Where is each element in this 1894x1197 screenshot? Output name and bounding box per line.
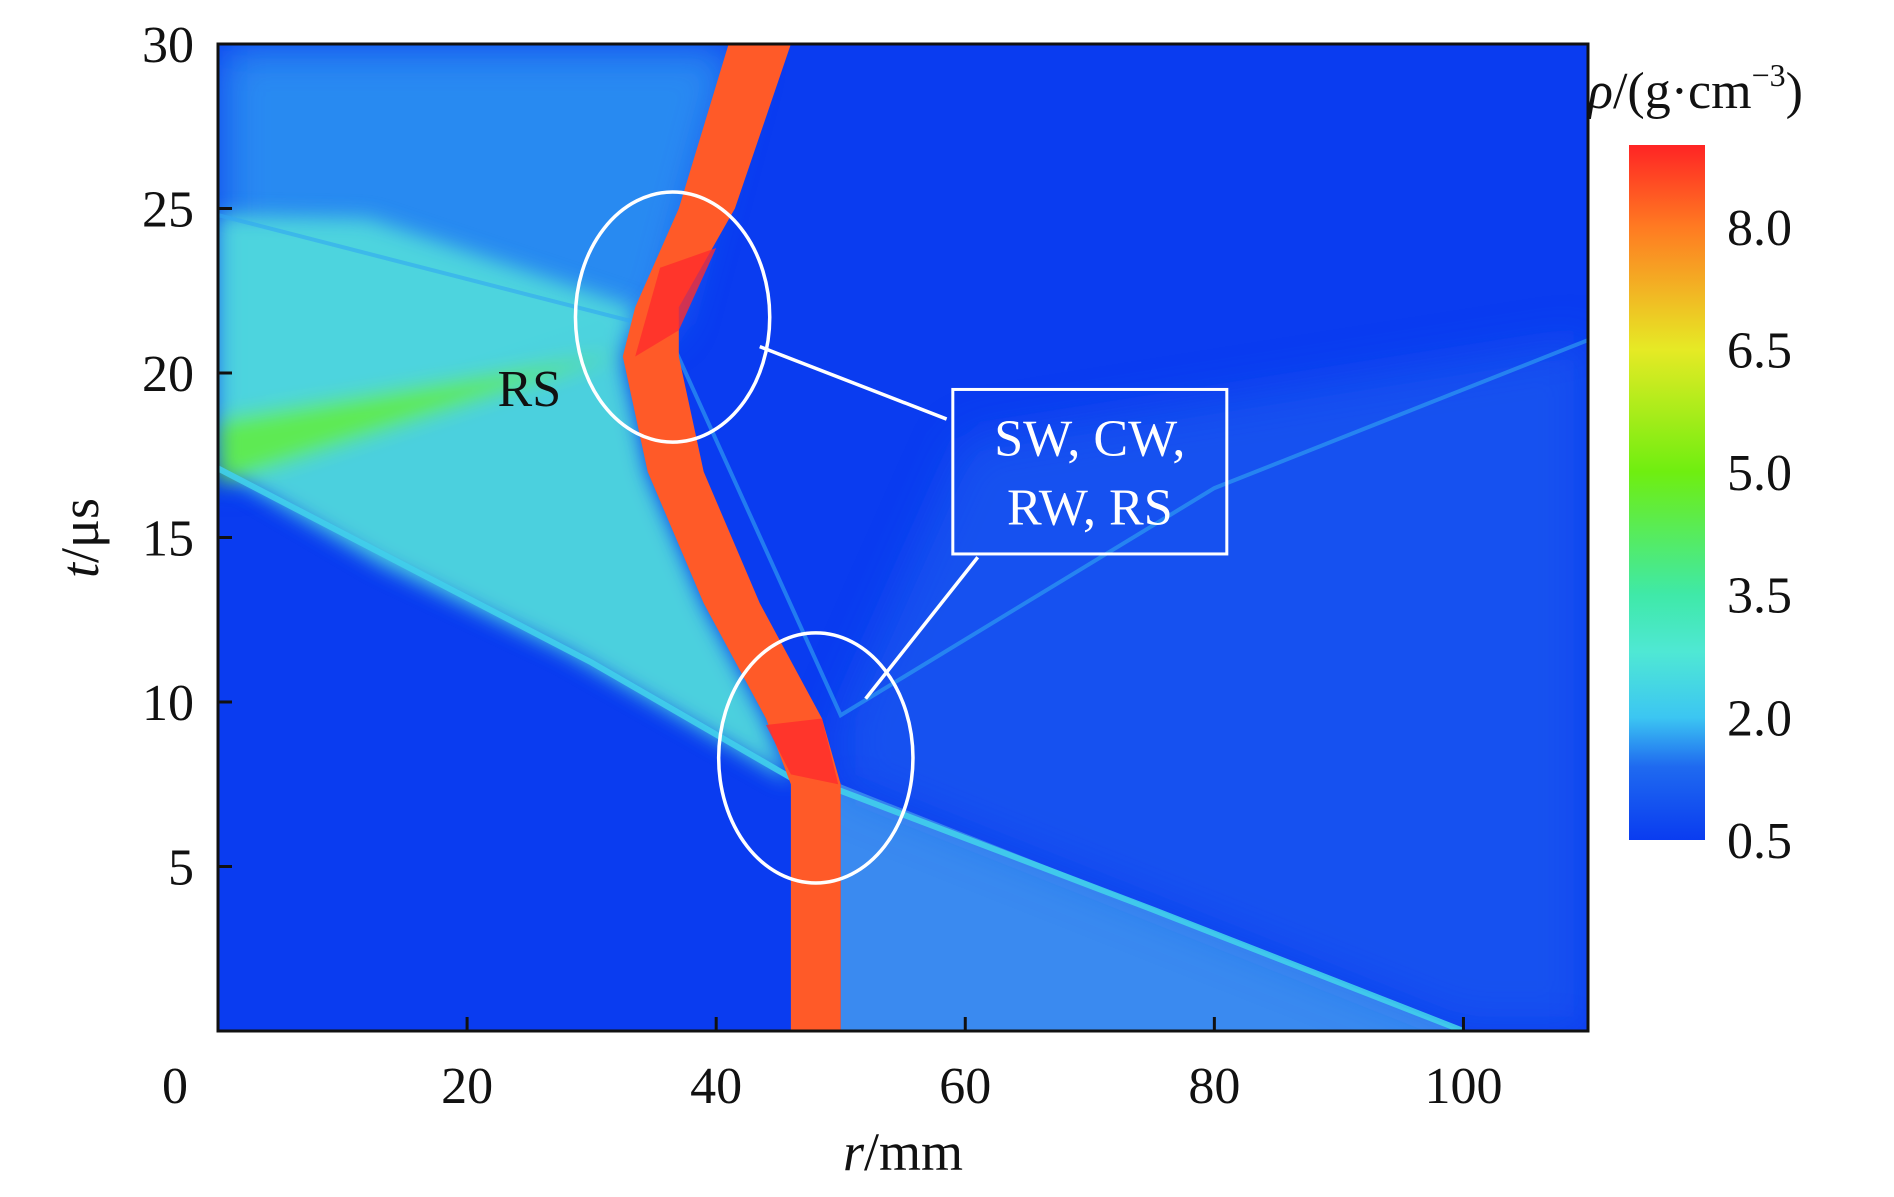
colorbar-tick-label: 6.5 bbox=[1727, 322, 1792, 379]
colorbar-tick-label: 5.0 bbox=[1727, 445, 1792, 502]
colorbar-title-symbol: ρ bbox=[1586, 63, 1613, 120]
colorbar-title-unit: /(g·cm bbox=[1613, 63, 1752, 120]
upper-interaction-ellipse bbox=[573, 190, 772, 444]
callout-line-lower bbox=[864, 556, 980, 700]
colorbar-tick-label: 0.5 bbox=[1727, 813, 1792, 870]
colorbar-title-exponent: −3 bbox=[1752, 57, 1786, 93]
x-axis-symbol: r bbox=[843, 1122, 865, 1182]
x-tick-label: 60 bbox=[939, 1058, 991, 1115]
x-axis-ticks: 0 20 40 60 80 100 bbox=[162, 1017, 1502, 1115]
reflected-shock-line bbox=[218, 213, 1588, 719]
y-tick-label: 20 bbox=[142, 346, 194, 403]
x-tick-label: 20 bbox=[441, 1058, 493, 1115]
y-tick-label: 10 bbox=[142, 675, 194, 732]
liner-hot-spot-lower bbox=[766, 718, 839, 785]
x-tick-label: 0 bbox=[162, 1058, 188, 1115]
compressed-region bbox=[218, 215, 791, 782]
y-tick-label: 5 bbox=[168, 840, 194, 897]
colorbar-tick-label: 2.0 bbox=[1727, 690, 1792, 747]
y-axis-unit: /μs bbox=[50, 498, 110, 563]
annotations: RS SW, CW, RW, RS bbox=[498, 190, 1229, 885]
colorbar: 0.5 2.0 3.5 5.0 6.5 8.0 ρ/(g·cm−3) bbox=[1586, 57, 1803, 870]
x-tick-label: 100 bbox=[1424, 1058, 1502, 1115]
colorbar-title: ρ/(g·cm−3) bbox=[1586, 57, 1803, 120]
x-axis-title: r/mm bbox=[843, 1122, 963, 1182]
colorbar-ramp bbox=[1629, 145, 1705, 840]
y-axis-title: t/μs bbox=[50, 498, 110, 578]
wave-label-line-2: RW, RS bbox=[1007, 479, 1173, 536]
colorbar-tick-label: 3.5 bbox=[1727, 568, 1792, 625]
density-field bbox=[218, 44, 1588, 1031]
y-tick-label: 25 bbox=[142, 182, 194, 239]
y-tick-label: 30 bbox=[142, 17, 194, 74]
colorbar-title-close: ) bbox=[1786, 63, 1803, 120]
y-tick-label: 15 bbox=[142, 511, 194, 568]
liner-hot-spot-upper bbox=[635, 248, 717, 357]
focus-wedge bbox=[218, 353, 623, 485]
callout-line-upper bbox=[759, 345, 948, 421]
y-axis-ticks: 5 10 15 20 25 30 bbox=[142, 17, 232, 897]
right-wave-fan bbox=[840, 340, 1588, 1031]
wave-label-line-1: SW, CW, bbox=[994, 410, 1185, 467]
colorbar-ticks: 0.5 2.0 3.5 5.0 6.5 8.0 bbox=[1727, 200, 1792, 870]
x-tick-label: 80 bbox=[1188, 1058, 1240, 1115]
colorbar-tick-label: 8.0 bbox=[1727, 200, 1792, 257]
y-axis-symbol: t bbox=[50, 561, 110, 578]
wave-label-box bbox=[951, 387, 1229, 556]
rs-label: RS bbox=[498, 361, 562, 418]
x-axis-unit: /mm bbox=[864, 1122, 963, 1182]
lower-interaction-ellipse bbox=[716, 631, 915, 885]
x-tick-label: 40 bbox=[690, 1058, 742, 1115]
